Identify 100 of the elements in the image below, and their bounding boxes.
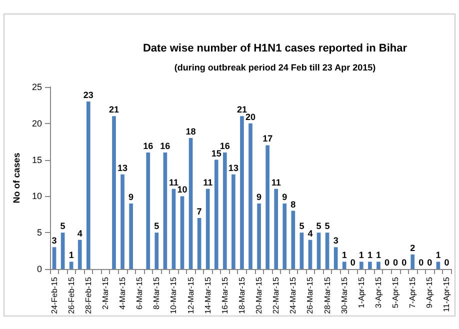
x-tick-label: 30-Mar-15 bbox=[340, 276, 349, 314]
data-label: 0 bbox=[350, 258, 356, 268]
data-label: 20 bbox=[245, 112, 256, 122]
x-tick-label: 28-Feb-15 bbox=[84, 276, 93, 314]
data-label: 0 bbox=[444, 258, 450, 268]
x-tick-label: 7-Apr-15 bbox=[408, 276, 418, 308]
data-label: 5 bbox=[60, 221, 66, 232]
data-label: 11 bbox=[271, 177, 281, 188]
x-tick-label: 8-Mar-15 bbox=[152, 276, 162, 310]
data-label: 3 bbox=[52, 236, 57, 246]
data-label: 21 bbox=[108, 104, 119, 115]
data-label: 13 bbox=[228, 162, 238, 173]
data-label: 1 bbox=[376, 250, 381, 260]
bar bbox=[154, 232, 159, 269]
data-label: 0 bbox=[427, 258, 432, 268]
data-label: 16 bbox=[143, 141, 154, 152]
bar bbox=[197, 218, 202, 269]
data-label: 0 bbox=[402, 258, 407, 268]
bar bbox=[180, 196, 184, 269]
data-label: 9 bbox=[128, 192, 134, 202]
y-tick-label: 5 bbox=[36, 228, 42, 238]
x-tick-label: 14-Mar-15 bbox=[203, 276, 212, 314]
bar bbox=[206, 188, 210, 269]
y-tick-label: 20 bbox=[32, 118, 42, 128]
bar bbox=[376, 262, 380, 269]
data-label: 5 bbox=[299, 221, 304, 232]
y-tick-label: 0 bbox=[36, 264, 42, 274]
bar bbox=[282, 203, 287, 269]
bar bbox=[163, 152, 168, 269]
y-axis-title: No of cases bbox=[12, 152, 22, 204]
bar bbox=[368, 262, 372, 269]
bar bbox=[112, 116, 116, 269]
bar bbox=[120, 174, 124, 269]
data-label: 21 bbox=[236, 104, 247, 115]
bar bbox=[248, 123, 252, 269]
data-label: 1 bbox=[436, 250, 441, 260]
x-tick-label: 1-Apr-15 bbox=[356, 276, 366, 308]
x-tick-label: 12-Mar-15 bbox=[186, 276, 196, 314]
data-label: 0 bbox=[418, 258, 424, 268]
data-label: 4 bbox=[308, 228, 313, 238]
data-label: 11 bbox=[168, 177, 178, 188]
data-label: 2 bbox=[410, 242, 416, 253]
x-tick-label: 5-Apr-15 bbox=[391, 276, 400, 308]
bar bbox=[172, 188, 176, 269]
bar bbox=[325, 232, 330, 269]
x-tick-label: 20-Mar-15 bbox=[254, 276, 264, 314]
chart-title: Date wise number of H1N1 cases reported in Bihar bbox=[142, 42, 408, 54]
y-tick-label: 10 bbox=[32, 191, 42, 202]
x-tick-label: 18-Mar-15 bbox=[237, 276, 246, 314]
data-label: 8 bbox=[290, 199, 296, 210]
x-tick-label: 24-Feb-15 bbox=[50, 276, 59, 314]
bar bbox=[257, 203, 261, 269]
data-label: 9 bbox=[282, 192, 288, 202]
bar bbox=[69, 262, 74, 269]
data-label: 5 bbox=[316, 221, 322, 232]
data-label: 11 bbox=[203, 177, 213, 188]
bar bbox=[222, 152, 227, 269]
bar bbox=[188, 138, 193, 269]
bar bbox=[129, 203, 133, 269]
data-label: 16 bbox=[160, 141, 170, 152]
bar bbox=[300, 232, 304, 269]
bar bbox=[214, 160, 218, 269]
x-tick-label: 9-Apr-15 bbox=[425, 276, 434, 308]
x-tick-label: 26-Feb-15 bbox=[66, 276, 76, 314]
bar bbox=[78, 240, 82, 269]
data-label: 1 bbox=[68, 250, 74, 260]
data-label: 3 bbox=[333, 236, 338, 246]
x-tick-label: 26-Mar-15 bbox=[306, 276, 315, 314]
data-label: 0 bbox=[384, 258, 390, 268]
x-tick-label: 24-Mar-15 bbox=[288, 276, 298, 314]
data-label: 13 bbox=[118, 162, 128, 173]
y-tick-label: 25 bbox=[32, 82, 42, 92]
data-label: 15 bbox=[211, 148, 222, 158]
x-tick-label: 2-Mar-15 bbox=[100, 276, 110, 310]
x-tick-label: 3-Apr-15 bbox=[374, 276, 383, 308]
data-label: 10 bbox=[177, 184, 188, 195]
x-tick-label: 28-Mar-15 bbox=[322, 276, 332, 314]
data-label: 18 bbox=[186, 126, 196, 136]
data-label: 17 bbox=[262, 134, 273, 144]
x-tick-label: 22-Mar-15 bbox=[272, 276, 281, 314]
bar bbox=[308, 240, 312, 269]
bar bbox=[266, 145, 270, 269]
bar bbox=[52, 247, 56, 269]
data-label: 23 bbox=[83, 90, 94, 100]
data-label: 16 bbox=[220, 141, 230, 152]
bar bbox=[291, 210, 296, 269]
bar bbox=[359, 262, 364, 269]
bar bbox=[146, 152, 150, 269]
bar bbox=[86, 102, 90, 269]
bar bbox=[342, 262, 346, 269]
chart-subtitle: (during outbreak period 24 Feb till 23 Apr 2015) bbox=[174, 62, 376, 72]
x-tick-label: 4-Mar-15 bbox=[118, 276, 128, 310]
data-label: 5 bbox=[154, 221, 160, 232]
bar bbox=[274, 188, 278, 269]
data-label: 4 bbox=[77, 228, 82, 238]
x-tick-label: 6-Mar-15 bbox=[135, 276, 144, 310]
data-label: 7 bbox=[196, 206, 202, 217]
y-tick-label: 15 bbox=[32, 154, 42, 165]
data-label: 1 bbox=[358, 250, 364, 260]
bar bbox=[316, 232, 321, 269]
